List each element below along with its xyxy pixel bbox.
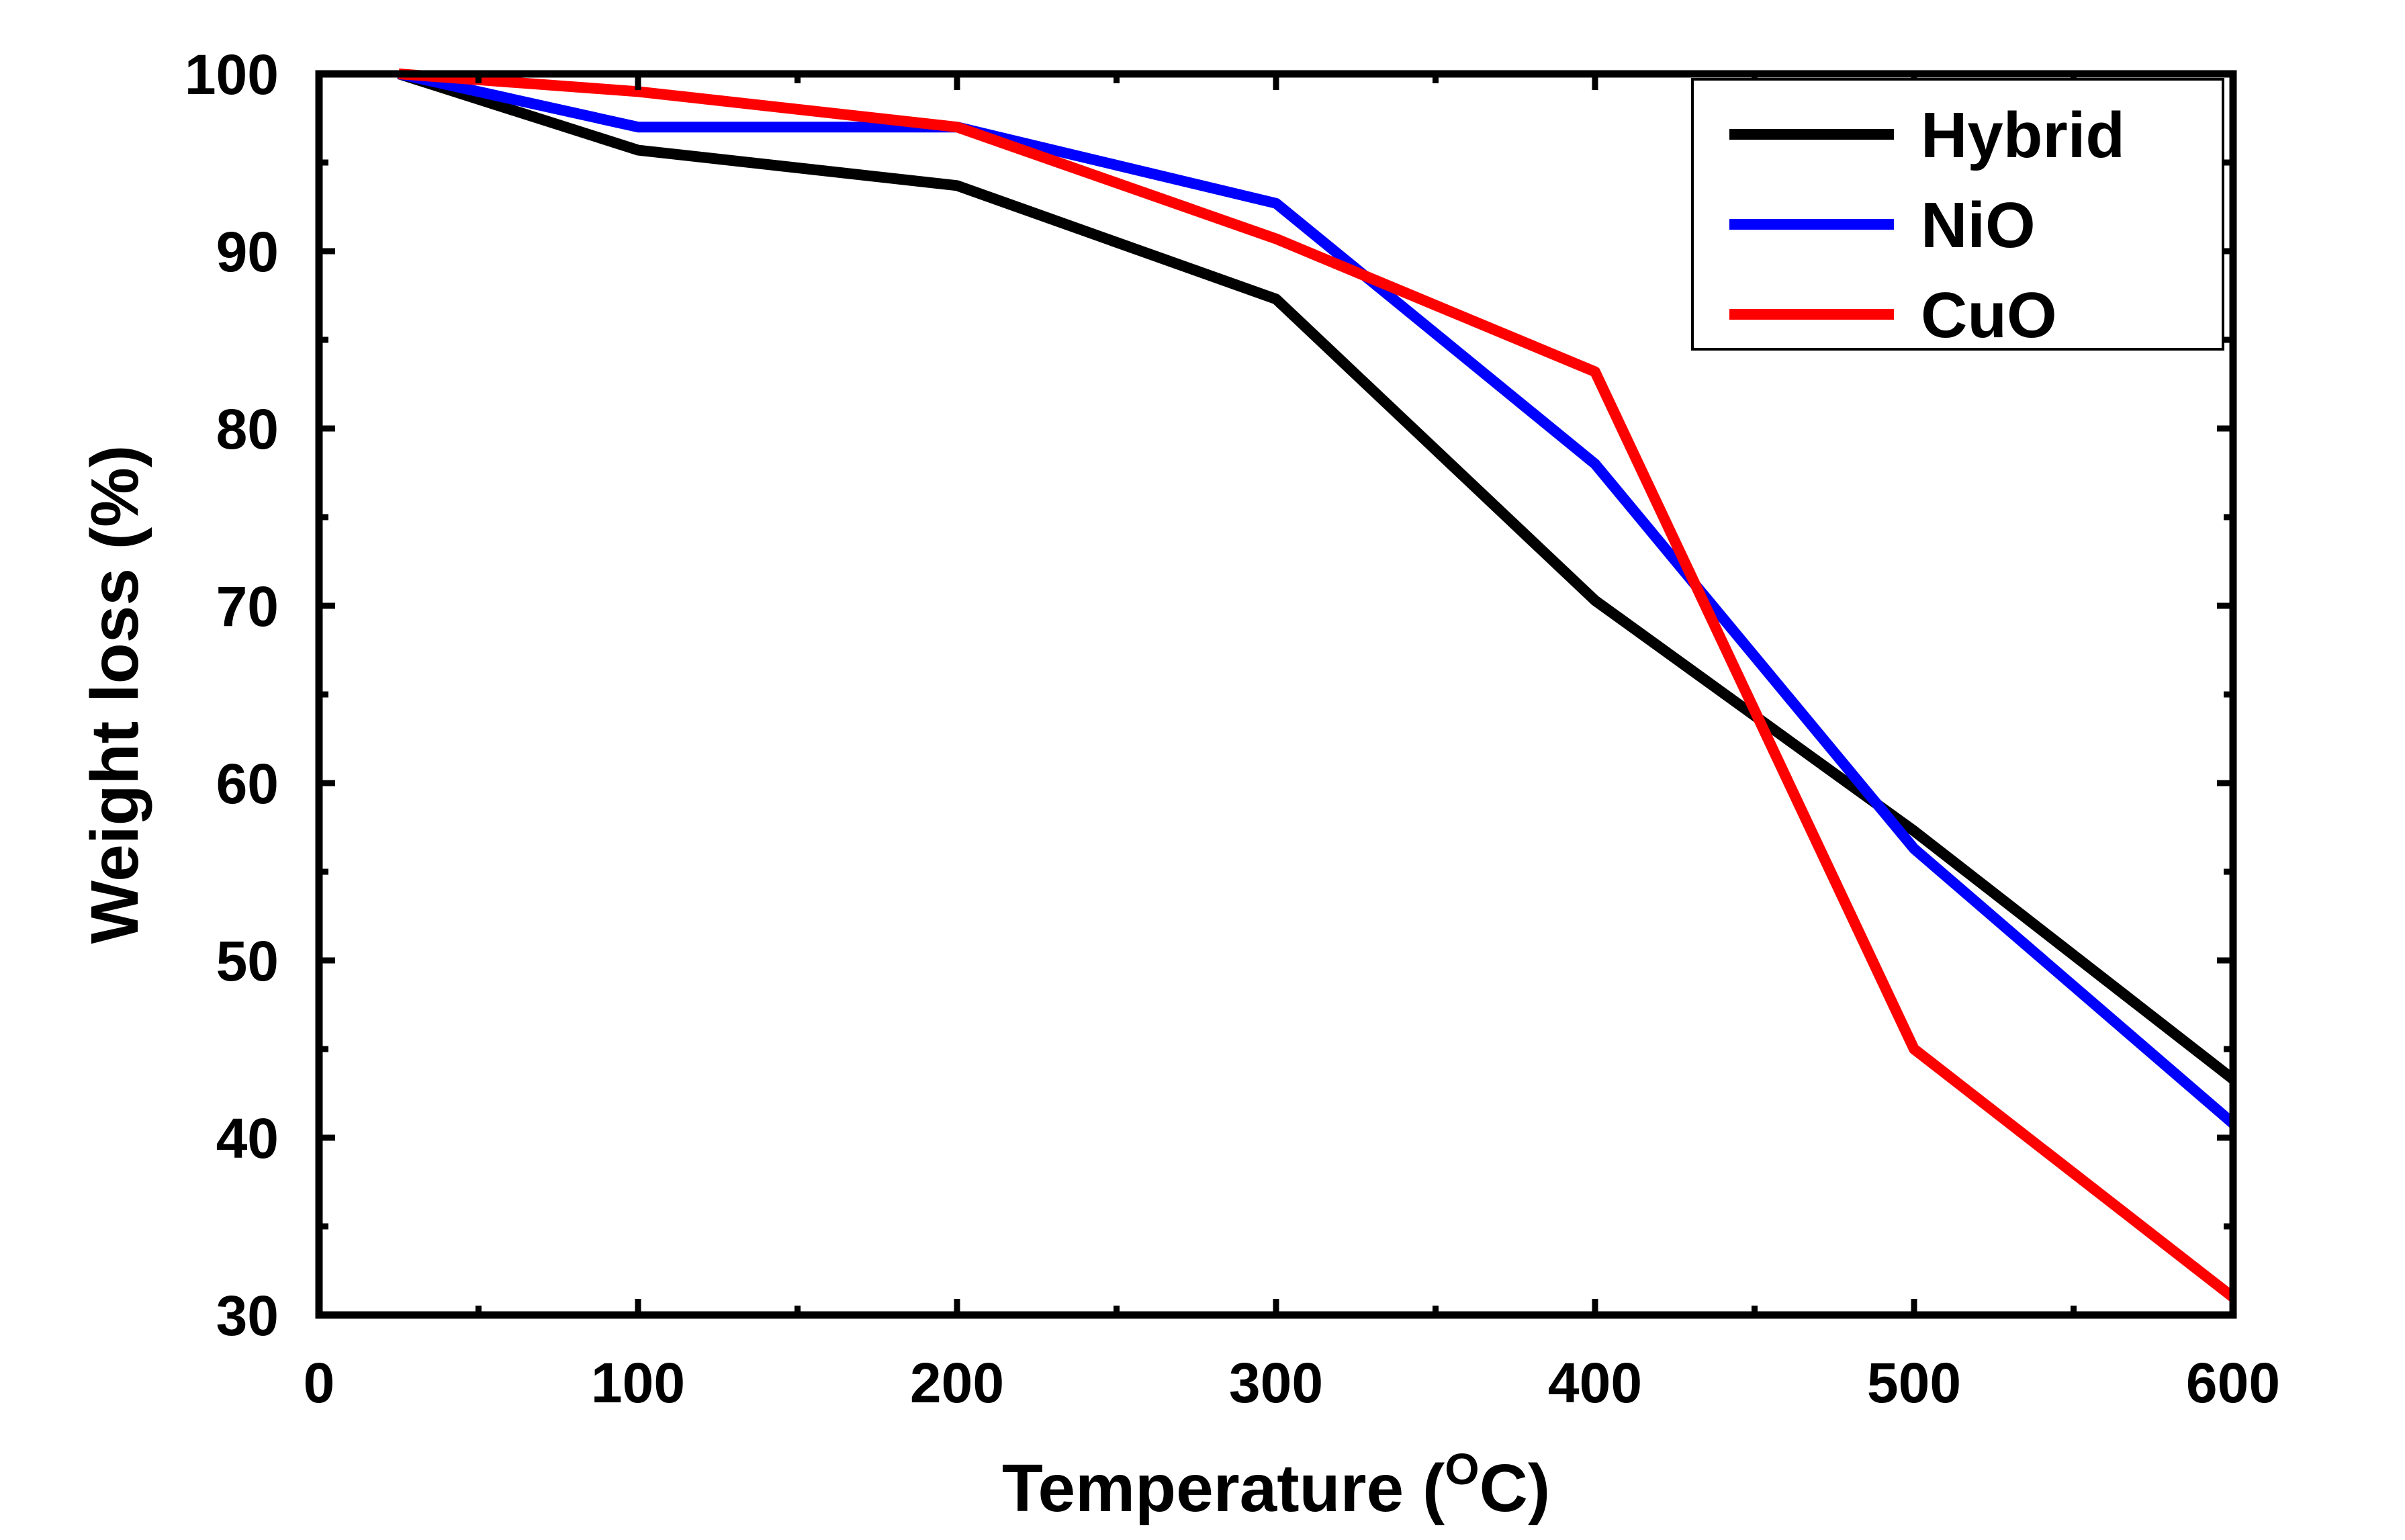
- y-tick-labels: 30 40 50 60 70 80 90 100: [185, 43, 279, 1347]
- x-axis-unit-sup: O: [1445, 1444, 1479, 1494]
- legend-box: [1691, 78, 2224, 351]
- x-tick-label: 500: [1867, 1351, 1961, 1414]
- x-tick-label: 0: [304, 1351, 335, 1414]
- legend-label-hybrid: Hybrid: [1921, 99, 2125, 171]
- y-tick-label: 50: [216, 930, 279, 993]
- series-layer: [397, 69, 2237, 1302]
- plot-frame: [315, 70, 2237, 1319]
- y-tick-label: 90: [216, 220, 279, 283]
- legend-label-nio: NiO: [1921, 189, 2036, 261]
- legend-label-cuo: CuO: [1921, 279, 2057, 351]
- y-tick-label: 30: [216, 1284, 279, 1347]
- y-tick-label: 40: [216, 1107, 279, 1170]
- y-tick-label: 60: [216, 752, 279, 815]
- x-axis-title-text: Temperature: [1002, 1451, 1404, 1526]
- y-tick-label: 70: [216, 575, 279, 638]
- x-tick-label: 400: [1548, 1351, 1642, 1414]
- x-axis-unit-rest: C): [1480, 1451, 1551, 1526]
- x-tick-label: 300: [1229, 1351, 1323, 1414]
- legend: Hybrid NiO CuO: [1691, 78, 2224, 351]
- y-axis-title: Weight loss (%): [77, 445, 152, 944]
- x-axis-title: Temperature (OC): [1002, 1444, 1550, 1526]
- y-tick-label: 100: [185, 43, 279, 106]
- series-line-cuo: [398, 69, 2236, 1302]
- series-line-hybrid: [397, 69, 2236, 1084]
- x-axis-unit-open: (: [1422, 1451, 1445, 1526]
- x-tick-label: 600: [2186, 1351, 2280, 1414]
- x-tick-label: 200: [910, 1351, 1004, 1414]
- x-tick-labels: 0 100 200 300 400 500 600: [304, 1351, 2280, 1414]
- series-line-nio: [398, 69, 2237, 1128]
- x-tick-label: 100: [591, 1351, 685, 1414]
- y-tick-label: 80: [216, 398, 279, 461]
- legend-items: Hybrid NiO CuO: [1729, 99, 2125, 351]
